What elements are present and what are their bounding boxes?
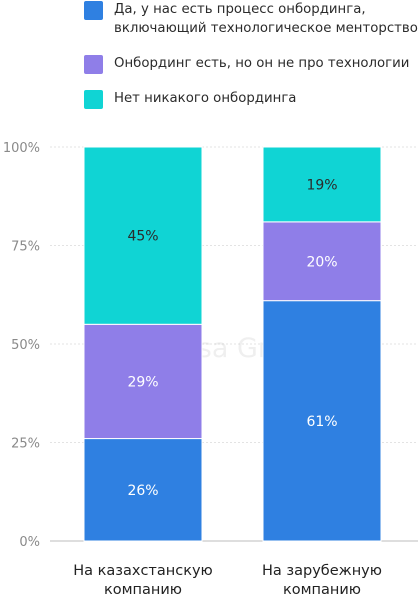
- y-tick-label-50: 50%: [11, 338, 40, 353]
- bar-value-label-c0-s1: 29%: [127, 374, 158, 390]
- bar-value-label-c1-s0: 61%: [306, 414, 337, 430]
- y-tick-label-75: 75%: [11, 240, 40, 255]
- x-category-label-1-line-0: На зарубежную: [262, 563, 382, 579]
- bar-segment-c1-s0: [262, 300, 382, 542]
- legend-label-mentoring-line-2: включающий технологическое менторство: [114, 21, 418, 36]
- x-category-label-0-line-1: компанию: [104, 582, 182, 598]
- x-category-label-0-line-0: На казахстанскую: [73, 563, 213, 579]
- bar-segment-c1-s2: [262, 146, 382, 223]
- bar-value-label-c0-s0: 26%: [127, 483, 158, 499]
- y-tick-label-0: 0%: [19, 535, 40, 550]
- y-tick-label-25: 25%: [11, 437, 40, 452]
- bar-segment-c0-s1: [83, 323, 203, 440]
- bar-segment-c0-s2: [83, 146, 203, 325]
- bar-value-label-c1-s1: 20%: [306, 254, 337, 270]
- legend-label-none: Нет никакого онбординга: [114, 91, 297, 106]
- bar-value-label-c1-s2: 19%: [306, 177, 337, 193]
- bar-value-label-c0-s2: 45%: [127, 229, 158, 245]
- bar-segment-c1-s1: [262, 221, 382, 302]
- legend-label-non-tech: Онбординг есть, но он не про технологии: [114, 56, 410, 71]
- x-category-label-1-line-1: компанию: [283, 582, 361, 598]
- legend-swatch-none: [84, 90, 103, 109]
- legend-swatch-non-tech: [84, 55, 103, 74]
- bar-segment-c0-s0: [83, 438, 203, 542]
- legend-swatch-mentoring: [84, 1, 103, 20]
- legend-label-mentoring-line-1: Да, у нас есть процесс онбординга,: [114, 2, 366, 17]
- y-axis: 0% 25% 50% 75% 100%: [3, 141, 40, 550]
- bars: 26% 29% 45% 61% 20% 19%: [83, 146, 382, 542]
- y-tick-label-100: 100%: [3, 141, 40, 156]
- x-axis: На казахстанскую компанию На зарубежную ком…: [73, 563, 382, 598]
